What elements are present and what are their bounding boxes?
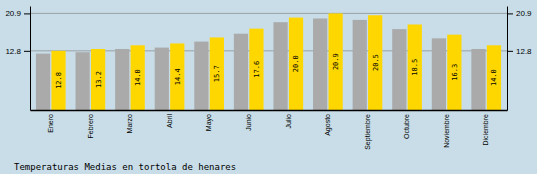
bar	[115, 49, 129, 110]
tick-mark	[507, 13, 513, 14]
data-label: 12.8	[55, 72, 63, 89]
y-axis: 12.8 20.9	[5, 7, 30, 111]
bar	[51, 51, 65, 110]
tick-label: Noviembre	[443, 114, 450, 148]
data-label: 14.0	[134, 69, 142, 86]
tick-label: Diciembre	[482, 114, 489, 146]
tick-label: 20.9	[5, 9, 21, 18]
tick: Julio	[285, 110, 292, 128]
bar	[408, 24, 422, 110]
bar	[313, 18, 327, 110]
bar	[328, 13, 342, 110]
tick-label: 12.8	[5, 47, 21, 56]
tick-label: Septiembre	[364, 114, 372, 150]
tick: 12.8	[5, 47, 30, 56]
bar	[447, 35, 461, 110]
plot: 12.8 20.9 12.8 20.9 Enero Febrero Marzo Abril Ma…	[5, 7, 532, 150]
bar	[368, 15, 382, 110]
tick: Diciembre	[482, 110, 489, 146]
tick-mark	[24, 51, 30, 52]
bar	[432, 38, 446, 110]
data-label: 15.7	[213, 65, 221, 82]
bar	[487, 45, 501, 110]
data-label: 18.5	[411, 59, 419, 76]
data-label: 20.0	[292, 55, 300, 72]
axis-line	[507, 7, 508, 111]
data-labels: 12.8 13.2 14.0 14.4 15.7 17.6 20.0 20.9 20.5 18.5…	[55, 53, 498, 89]
bar	[170, 43, 184, 110]
tick-label: Octubre	[403, 114, 410, 139]
bar	[353, 20, 367, 110]
tick-label: Mayo	[205, 114, 213, 131]
tick-label: 12.8	[516, 47, 532, 56]
title: Temperaturas Medias en tortola de henare…	[14, 162, 236, 172]
data-label: 14.4	[174, 68, 182, 85]
bar	[194, 42, 208, 110]
tick: 20.9	[507, 9, 532, 18]
axis-line	[30, 7, 31, 111]
bar	[471, 49, 485, 110]
bar	[234, 34, 248, 110]
tick: Marzo	[126, 110, 133, 133]
tick: Junio	[245, 110, 252, 131]
bar	[155, 48, 169, 110]
data-label: 14.0	[490, 69, 498, 86]
bars	[36, 13, 501, 110]
bar	[249, 29, 263, 110]
tick: Septiembre	[364, 110, 372, 150]
grid-line	[30, 13, 507, 14]
bar	[36, 54, 50, 110]
data-label: 20.9	[332, 53, 340, 70]
chart: 12.8 20.9 12.8 20.9 Enero Febrero Marzo Abril Ma…	[0, 0, 537, 174]
tick-mark	[24, 13, 30, 14]
tick: Enero	[47, 110, 54, 133]
tick-mark	[507, 51, 513, 52]
tick: 12.8	[507, 47, 532, 56]
tick-label: Agosto	[324, 114, 332, 136]
data-label: 16.3	[451, 64, 459, 81]
tick: 20.9	[5, 9, 30, 18]
series	[51, 13, 501, 110]
axis-line	[31, 110, 508, 112]
tick-label: Enero	[47, 114, 54, 133]
tick-label: Marzo	[126, 114, 133, 134]
y-axis: 12.8 20.9	[507, 7, 532, 111]
data-label: 20.5	[372, 54, 380, 71]
tick-label: Abril	[166, 114, 173, 128]
tick: Abril	[166, 110, 173, 128]
tick-label: Febrero	[87, 114, 94, 139]
x-axis: Enero Febrero Marzo Abril Mayo Junio Julio Agos…	[31, 110, 508, 150]
bar	[210, 37, 224, 110]
tick: Febrero	[87, 110, 94, 139]
bar	[131, 45, 145, 110]
tick-label: Junio	[245, 114, 252, 131]
bar	[91, 49, 105, 110]
data-label: 17.6	[253, 61, 261, 78]
tick-label: Julio	[285, 114, 292, 129]
tick: Agosto	[324, 110, 332, 136]
tick: Octubre	[403, 110, 410, 139]
tick-label: 20.9	[516, 9, 532, 18]
data-label: 13.2	[95, 71, 103, 88]
bar	[392, 29, 406, 110]
bar	[76, 52, 90, 110]
tick: Noviembre	[443, 110, 450, 148]
bar	[289, 18, 303, 110]
tick: Mayo	[205, 110, 213, 131]
bar	[273, 22, 287, 110]
series	[36, 18, 486, 110]
